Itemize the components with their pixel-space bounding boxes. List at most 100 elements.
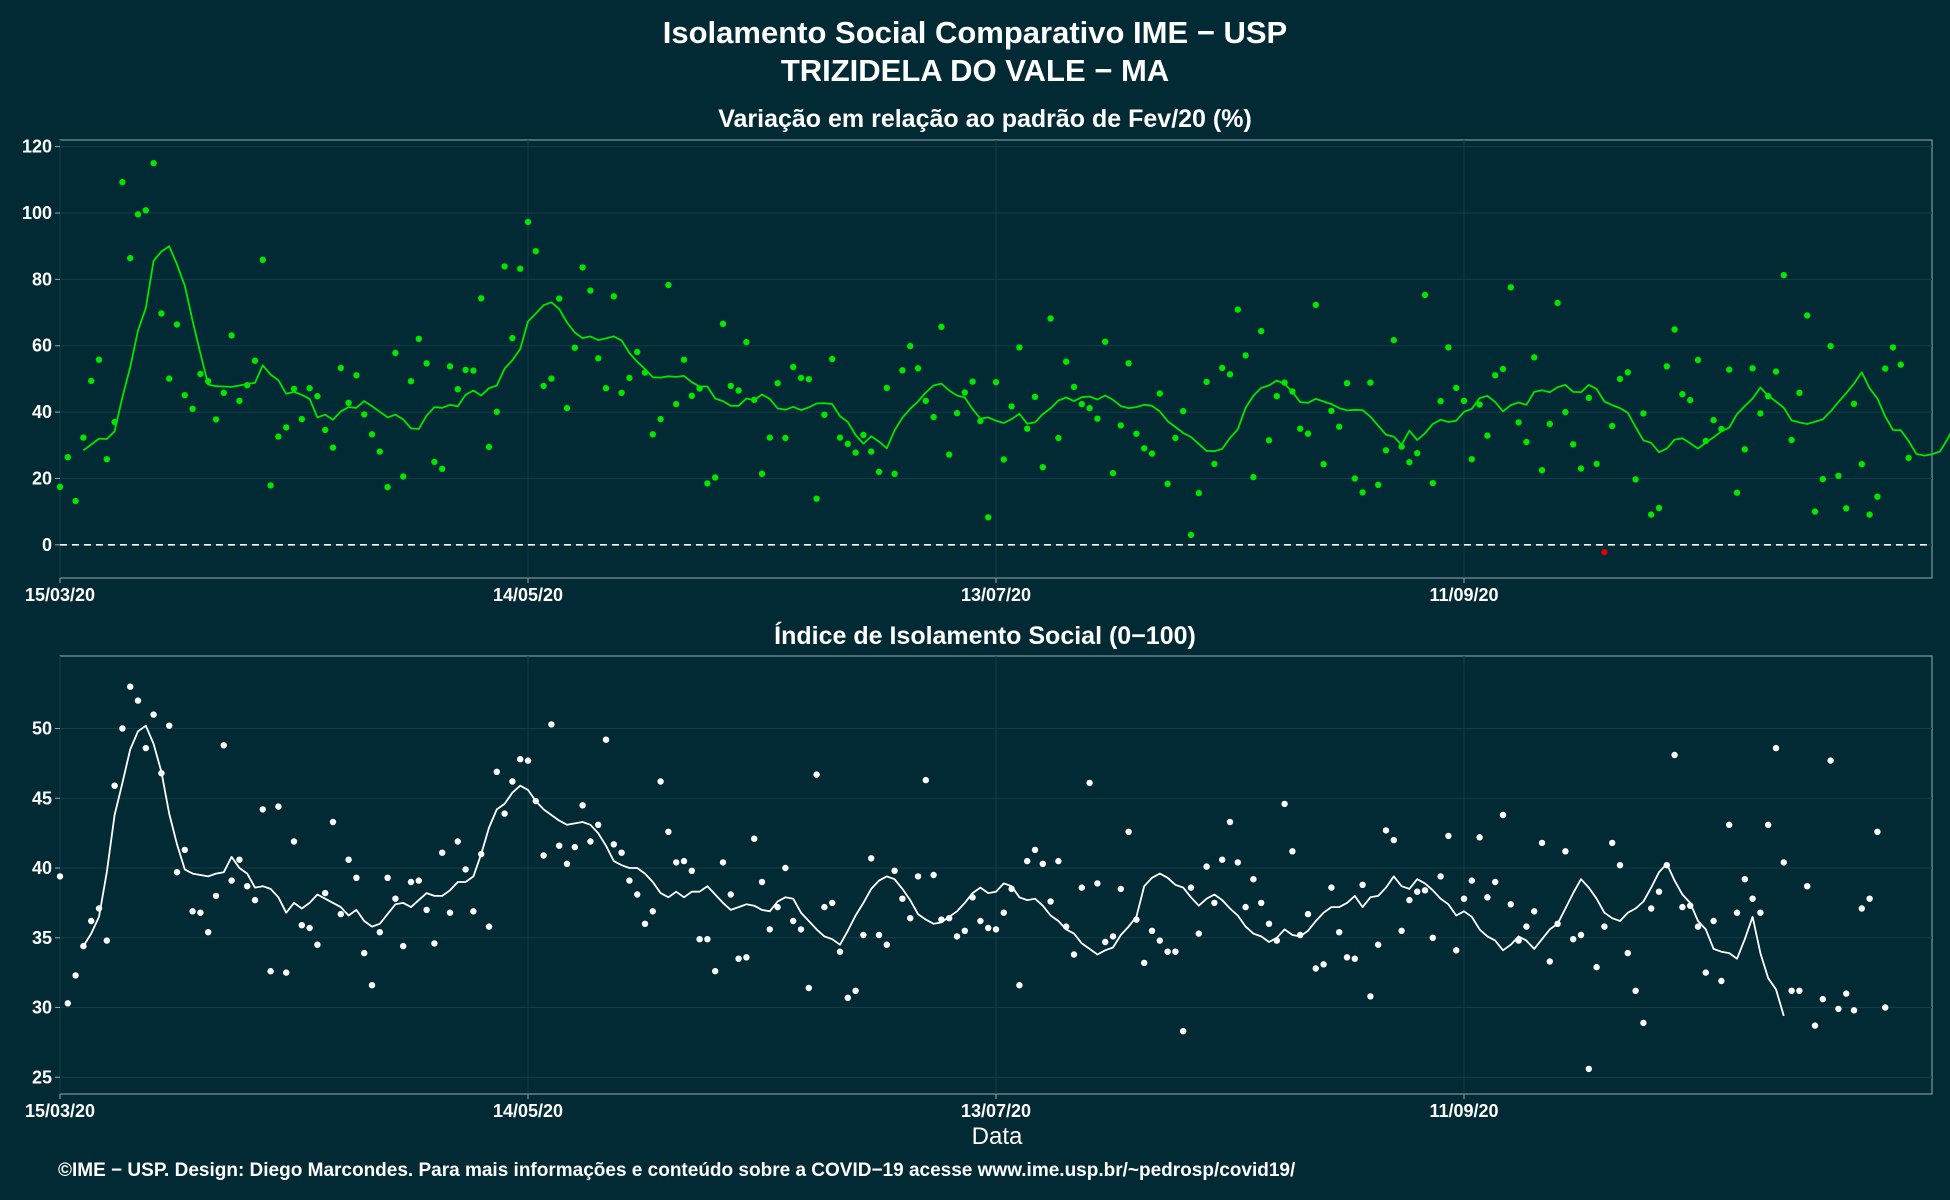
data-point bbox=[205, 929, 212, 936]
data-point bbox=[1414, 888, 1421, 895]
data-point bbox=[1406, 459, 1413, 466]
data-point bbox=[166, 375, 173, 382]
data-point bbox=[400, 473, 407, 480]
data-point bbox=[1749, 365, 1756, 372]
data-point bbox=[228, 877, 235, 884]
data-point bbox=[1702, 969, 1710, 976]
data-point bbox=[696, 385, 703, 392]
data-point bbox=[649, 908, 656, 915]
data-point bbox=[1796, 987, 1803, 994]
data-point bbox=[275, 433, 282, 440]
data-point bbox=[1312, 965, 1320, 972]
data-point bbox=[579, 264, 586, 271]
data-point bbox=[368, 982, 376, 989]
data-point bbox=[1788, 987, 1795, 994]
data-point bbox=[524, 218, 532, 226]
data-point bbox=[1094, 880, 1101, 887]
data-point bbox=[1655, 888, 1663, 895]
data-point bbox=[1125, 828, 1132, 835]
data-point bbox=[1141, 445, 1148, 452]
data-point bbox=[306, 385, 313, 392]
data-point bbox=[1382, 447, 1390, 454]
data-point bbox=[314, 941, 321, 948]
data-point bbox=[197, 909, 204, 916]
data-point bbox=[1429, 479, 1437, 487]
data-point bbox=[875, 931, 883, 939]
data-point bbox=[914, 873, 922, 880]
data-point bbox=[556, 842, 563, 849]
data-point bbox=[1273, 393, 1281, 400]
data-point bbox=[641, 920, 649, 927]
data-point bbox=[509, 778, 516, 785]
data-point bbox=[251, 357, 259, 364]
data-point bbox=[478, 295, 485, 302]
data-point bbox=[1546, 420, 1554, 428]
data-point bbox=[345, 856, 352, 863]
data-point bbox=[1031, 393, 1039, 400]
data-point bbox=[283, 424, 290, 431]
data-point bbox=[150, 160, 157, 167]
data-point bbox=[1889, 344, 1897, 351]
data-point bbox=[1648, 511, 1655, 518]
data-point bbox=[1398, 927, 1405, 934]
data-point bbox=[1632, 476, 1639, 483]
x-tick-label: 15/03/20 bbox=[25, 585, 95, 605]
data-point bbox=[1219, 364, 1226, 372]
data-point bbox=[1897, 361, 1905, 368]
data-point bbox=[1000, 456, 1007, 463]
data-point bbox=[267, 482, 274, 489]
data-point bbox=[337, 364, 344, 372]
data-point bbox=[1546, 958, 1554, 965]
data-point bbox=[485, 923, 493, 930]
data-point bbox=[665, 281, 672, 289]
data-point bbox=[376, 929, 383, 936]
data-point bbox=[985, 924, 992, 932]
data-point bbox=[1468, 877, 1476, 884]
data-point bbox=[953, 409, 961, 417]
data-point bbox=[1679, 903, 1686, 911]
data-point bbox=[259, 806, 266, 813]
data-point bbox=[1102, 938, 1109, 946]
data-point bbox=[946, 451, 953, 458]
data-point bbox=[95, 356, 103, 363]
data-point bbox=[470, 908, 477, 915]
data-point bbox=[829, 899, 836, 907]
data-point bbox=[1148, 927, 1156, 934]
data-point bbox=[517, 265, 524, 272]
data-point bbox=[337, 910, 344, 918]
data-point bbox=[1047, 898, 1054, 905]
data-point bbox=[423, 906, 430, 914]
data-point bbox=[80, 434, 87, 441]
data-point bbox=[1445, 344, 1452, 351]
data-point bbox=[415, 335, 422, 342]
data-point bbox=[345, 399, 352, 406]
y-tick-label: 120 bbox=[22, 137, 52, 157]
data-point bbox=[353, 874, 360, 881]
data-point bbox=[1757, 909, 1764, 916]
data-point bbox=[712, 474, 719, 481]
data-point bbox=[532, 248, 539, 255]
data-point bbox=[1827, 757, 1834, 764]
data-point bbox=[1531, 354, 1538, 361]
data-point bbox=[790, 917, 797, 925]
data-point bbox=[220, 389, 227, 396]
data-point bbox=[361, 949, 368, 957]
data-point bbox=[1601, 548, 1608, 556]
data-point bbox=[181, 392, 188, 399]
data-point bbox=[1663, 363, 1671, 370]
data-point bbox=[673, 400, 680, 408]
data-point bbox=[868, 855, 875, 862]
x-tick-label: 14/05/20 bbox=[493, 1101, 563, 1121]
data-point bbox=[1304, 430, 1312, 437]
data-point bbox=[1421, 291, 1429, 299]
data-point bbox=[805, 984, 812, 992]
data-point bbox=[634, 891, 641, 898]
x-tick-label: 13/07/20 bbox=[961, 1101, 1031, 1121]
data-point bbox=[977, 917, 984, 925]
data-point bbox=[384, 874, 391, 881]
data-point bbox=[205, 378, 212, 385]
data-point bbox=[392, 895, 399, 902]
data-point bbox=[1499, 811, 1507, 819]
data-point bbox=[1390, 336, 1398, 344]
data-point bbox=[1780, 271, 1788, 279]
